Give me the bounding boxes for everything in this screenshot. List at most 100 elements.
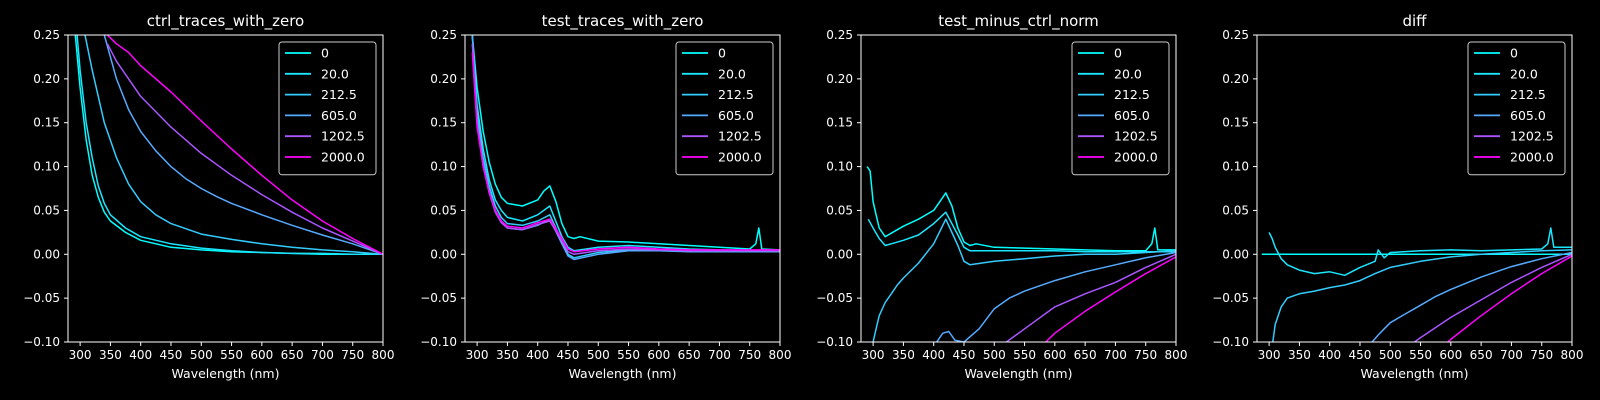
legend-entry-label: 20.0 (1510, 66, 1538, 81)
series-group (866, 166, 1176, 342)
series-line-2000.0 (471, 52, 780, 253)
x-axis-label: Wavelength (nm) (1361, 366, 1469, 381)
legend: 0 20.0 212.5 605.0 1202.5 2000.0 (675, 41, 774, 176)
chart-title: test_minus_ctrl_norm (938, 12, 1099, 31)
series-line-20.0 (76, 35, 383, 256)
y-tick-label: −0.10 (1212, 335, 1249, 349)
x-axis-label: Wavelength (nm) (172, 366, 280, 381)
series-line-1202.5 (1414, 253, 1572, 342)
legend-entry-label: 2000.0 (321, 150, 365, 165)
y-tick-label: 0.10 (430, 160, 457, 174)
x-tick-label: 650 (1470, 348, 1493, 362)
y-tick-label: 0.25 (1222, 28, 1249, 42)
x-tick-label: 500 (983, 348, 1006, 362)
y-tick-label: 0.25 (826, 28, 853, 42)
x-tick-label: 400 (526, 348, 549, 362)
legend-entry-label: 212.5 (321, 87, 357, 102)
series-line-212.5 (1272, 249, 1572, 342)
chart-title: ctrl_traces_with_zero (147, 12, 304, 31)
x-tick-label: 800 (769, 348, 792, 362)
x-tick-label: 300 (862, 348, 885, 362)
axes-frame (464, 34, 781, 343)
x-tick-label: 700 (311, 348, 334, 362)
legend-entry-label: 0 (321, 46, 329, 61)
legend-box (1071, 41, 1170, 176)
x-tick-label: 500 (190, 348, 213, 362)
y-tick-label: 0.00 (1222, 247, 1249, 261)
legend-entry-label: 605.0 (321, 108, 357, 123)
series-group (471, 35, 780, 261)
y-tick-label: 0.15 (826, 116, 853, 130)
axes-frame (1256, 34, 1573, 343)
series-line-0 (471, 35, 780, 251)
chart-panel-2: test_traces_with_zero 300 350 400 450 500 550 6… (420, 12, 791, 381)
legend-entry-label: 20.0 (321, 66, 349, 81)
x-tick-label: 600 (647, 348, 670, 362)
series-group (74, 35, 383, 256)
y-tick-label: −0.05 (1212, 291, 1249, 305)
y-tick-label: 0.05 (33, 203, 60, 217)
y-tick-label: −0.10 (23, 335, 60, 349)
legend-box (675, 41, 774, 176)
legend-entry-label: 2000.0 (718, 150, 762, 165)
x-tick-label: 750 (1134, 348, 1157, 362)
axes-frame (67, 34, 384, 343)
x-tick-label: 350 (892, 348, 915, 362)
x-tick-label: 350 (99, 348, 122, 362)
x-axis-label: Wavelength (nm) (965, 366, 1073, 381)
x-tick-label: 450 (953, 348, 976, 362)
legend: 0 20.0 212.5 605.0 1202.5 2000.0 (278, 41, 377, 176)
legend-entry-label: 212.5 (1510, 87, 1546, 102)
legend-entry-label: 1202.5 (718, 129, 762, 144)
legend-box (1467, 41, 1566, 176)
x-tick-label: 350 (1288, 348, 1311, 362)
x-tick-label: 500 (587, 348, 610, 362)
legend-entry-label: 0 (1510, 46, 1518, 61)
x-tick-label: 750 (738, 348, 761, 362)
y-tick-label: −0.10 (420, 335, 457, 349)
x-tick-label: 800 (1561, 348, 1584, 362)
x-tick-label: 450 (557, 348, 580, 362)
y-tick-label: 0.20 (33, 72, 60, 86)
legend-entry-label: 20.0 (1114, 66, 1142, 81)
x-tick-label: 450 (1349, 348, 1372, 362)
y-tick-label: 0.25 (430, 28, 457, 42)
x-tick-label: 350 (496, 348, 519, 362)
legend-entry-label: 1202.5 (321, 129, 365, 144)
x-tick-label: 550 (617, 348, 640, 362)
y-tick-label: 0.10 (33, 160, 60, 174)
legend-entry-label: 2000.0 (1114, 150, 1158, 165)
x-tick-label: 750 (341, 348, 364, 362)
legend-entry-label: 20.0 (718, 66, 746, 81)
x-tick-label: 800 (1165, 348, 1188, 362)
chart-title: diff (1402, 12, 1427, 30)
series-line-212.5 (872, 218, 1176, 342)
y-tick-label: 0.00 (826, 247, 853, 261)
series-line-2000.0 (1045, 256, 1176, 342)
legend-entry-label: 0 (718, 46, 726, 61)
y-tick-label: 0.20 (1222, 72, 1249, 86)
chart-panel-4: diff 300 350 400 450 500 550 600 650 700 750 800 −0.… (1212, 12, 1583, 381)
y-tick-label: 0.00 (430, 247, 457, 261)
y-tick-label: 0.15 (33, 116, 60, 130)
y-tick-label: −0.05 (816, 291, 853, 305)
legend-entry-label: 212.5 (718, 87, 754, 102)
legend: 0 20.0 212.5 605.0 1202.5 2000.0 (1071, 41, 1170, 176)
x-tick-label: 750 (1530, 348, 1553, 362)
x-tick-label: 550 (1409, 348, 1432, 362)
y-tick-label: −0.05 (23, 291, 60, 305)
x-tick-label: 300 (1258, 348, 1281, 362)
series-line-20.0 (1268, 227, 1572, 277)
chart-title: test_traces_with_zero (542, 12, 704, 31)
x-tick-label: 400 (1318, 348, 1341, 362)
y-tick-label: 0.10 (826, 160, 853, 174)
legend-entry-label: 212.5 (1114, 87, 1150, 102)
series-line-212.5 (84, 35, 383, 256)
legend-entry-label: 2000.0 (1510, 150, 1554, 165)
series-line-0 (866, 166, 1176, 252)
x-tick-label: 700 (1104, 348, 1127, 362)
y-tick-label: 0.20 (826, 72, 853, 86)
chart-panel-1: ctrl_traces_with_zero 300 350 400 450 500 550 6… (23, 12, 394, 381)
series-line-2000.0 (1447, 255, 1572, 342)
